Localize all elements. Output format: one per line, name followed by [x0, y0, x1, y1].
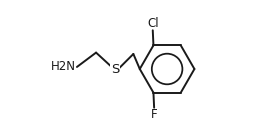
- Text: S: S: [111, 63, 119, 75]
- Text: Cl: Cl: [147, 17, 158, 30]
- Text: F: F: [151, 108, 157, 121]
- Text: H2N: H2N: [51, 60, 76, 73]
